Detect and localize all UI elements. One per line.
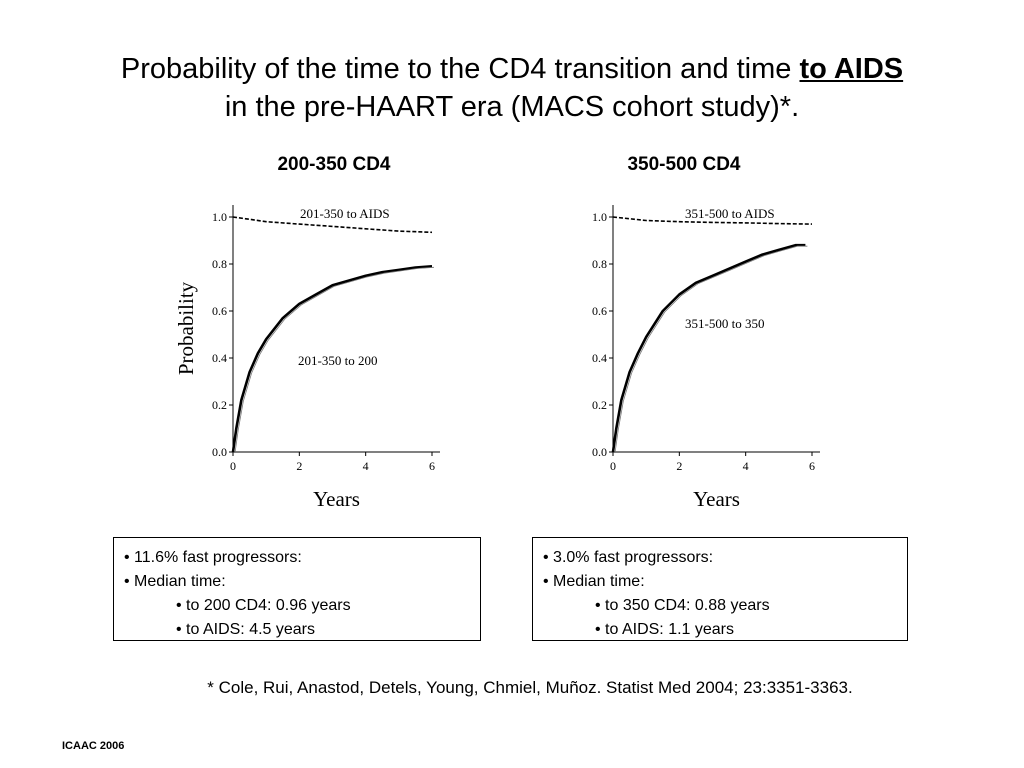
note-item: • Median time:	[124, 573, 226, 590]
y-tick-label: 0.0	[592, 445, 607, 459]
series-fit-line-2	[614, 245, 808, 454]
y-tick-label: 0.2	[592, 398, 607, 412]
y-tick-label: 0.4	[212, 351, 227, 365]
y-tick-label: 0.6	[592, 304, 607, 318]
note-subitem: • to AIDS: 1.1 years	[595, 621, 734, 638]
x-tick-label: 6	[809, 459, 815, 473]
y-tick-label: 0.4	[592, 351, 607, 365]
slide-title: Probability of the time to the CD4 trans…	[0, 50, 1024, 126]
series-line-1	[612, 216, 813, 225]
series-label: 351-500 to 350	[685, 316, 764, 331]
chart-350-500: 0.0 0.2 0.4 0.6 0.8 1.0 0 2 4 6 Years 351-500 to AI…	[592, 205, 820, 511]
series-label: 351-500 to AIDS	[685, 206, 775, 221]
x-tick-label: 0	[610, 459, 616, 473]
chart1-title: 200-350 CD4	[277, 154, 391, 175]
note-box-350-500: • 3.0% fast progressors: • Median time: …	[532, 537, 908, 641]
x-tick-label: 6	[429, 459, 435, 473]
series-line-1	[232, 216, 433, 234]
series-line-2	[611, 243, 806, 453]
note-item: • 3.0% fast progressors:	[543, 549, 714, 566]
y-tick-label: 0.8	[592, 257, 607, 271]
y-tick-label: 0.8	[212, 257, 227, 271]
series-line-2	[231, 265, 433, 453]
chart2-title: 350-500 CD4	[627, 154, 741, 175]
note-item: • Median time:	[543, 573, 645, 590]
note-subitem: • to AIDS: 4.5 years	[176, 621, 315, 638]
series-label: 201-350 to AIDS	[300, 206, 390, 221]
chart-200-350: 0.0 0.2 0.4 0.6 0.8 1.0 0 2 4 6 Years Probability 20…	[174, 205, 440, 511]
y-tick-label: 1.0	[212, 210, 227, 224]
note-box-200-350: • 11.6% fast progressors: • Median time:…	[113, 537, 481, 641]
note-subitem: • to 350 CD4: 0.88 years	[595, 597, 770, 614]
y-tick-label: 1.0	[592, 210, 607, 224]
y-tick-label: 0.0	[212, 445, 227, 459]
y-tick-label: 0.2	[212, 398, 227, 412]
citation: * Cole, Rui, Anastod, Detels, Young, Chm…	[207, 678, 853, 697]
title-line1: Probability of the time to the CD4 trans…	[120, 53, 800, 85]
note-item: • 11.6% fast progressors:	[124, 549, 302, 566]
x-tick-label: 4	[743, 459, 749, 473]
footer-label: ICAAC 2006	[62, 740, 125, 752]
x-tick-label: 0	[230, 459, 236, 473]
x-tick-label: 2	[676, 459, 682, 473]
title-emphasis: to AIDS	[799, 53, 904, 85]
y-tick-label: 0.6	[212, 304, 227, 318]
series-label: 201-350 to 200	[298, 353, 377, 368]
title-line2: in the pre-HAART era (MACS cohort study)…	[224, 91, 800, 123]
x-tick-label: 2	[296, 459, 302, 473]
note-subitem: • to 200 CD4: 0.96 years	[176, 597, 351, 614]
series-fit-line-2	[234, 266, 435, 454]
y-axis-label: Probability	[174, 281, 198, 375]
x-axis-label: Years	[693, 487, 740, 511]
x-axis-label: Years	[313, 487, 360, 511]
x-tick-label: 4	[363, 459, 369, 473]
